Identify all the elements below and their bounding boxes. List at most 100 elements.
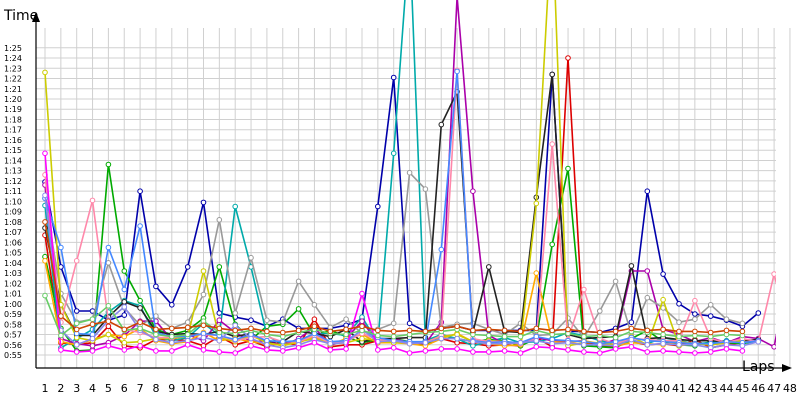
x-tick-label: 2 — [57, 382, 64, 395]
data-point — [406, 327, 413, 334]
x-tick-label: 17 — [292, 382, 306, 395]
y-tick-label: 1:15 — [4, 146, 22, 155]
y-tick-label: 0:58 — [4, 320, 22, 329]
data-point — [692, 350, 698, 356]
data-point — [660, 340, 666, 347]
y-tick-label: 1:12 — [4, 177, 22, 186]
data-point — [517, 350, 524, 356]
data-point — [343, 316, 349, 323]
x-tick-label: 5 — [105, 382, 112, 395]
data-point — [200, 268, 207, 274]
y-tick-label: 1:19 — [4, 105, 22, 114]
y-tick-label: 1:13 — [4, 167, 22, 176]
data-point — [169, 302, 175, 308]
data-point — [422, 328, 429, 335]
data-point — [295, 327, 302, 334]
data-point — [169, 333, 175, 340]
x-tick-label: 26 — [434, 382, 448, 395]
data-point — [438, 346, 445, 352]
x-tick-label: 21 — [355, 382, 369, 395]
data-point — [644, 327, 651, 334]
data-point — [676, 319, 682, 326]
data-point — [280, 329, 286, 336]
y-tick-label: 0:55 — [4, 351, 22, 360]
data-point — [200, 334, 207, 341]
x-tick-label: 39 — [640, 382, 654, 395]
series-line — [44, 70, 759, 345]
x-tick-label: 29 — [482, 382, 496, 395]
data-point — [121, 312, 128, 318]
data-point — [549, 141, 556, 147]
data-point — [597, 342, 603, 348]
data-point — [676, 333, 682, 340]
data-point — [42, 192, 48, 199]
data-point — [105, 331, 112, 338]
data-point — [375, 203, 381, 210]
data-point — [533, 325, 540, 332]
data-point — [137, 319, 143, 326]
data-point — [517, 328, 524, 335]
data-point — [105, 260, 112, 266]
series-13 — [42, 150, 746, 356]
y-tick-label: 1:05 — [4, 249, 22, 258]
data-point — [470, 188, 476, 194]
x-tick-label: 14 — [244, 382, 258, 395]
data-point — [248, 325, 254, 332]
data-point — [58, 264, 64, 270]
y-tick-label: 1:20 — [4, 95, 22, 104]
series-line — [44, 73, 759, 343]
data-point — [644, 342, 651, 348]
data-point — [628, 344, 635, 350]
data-point — [707, 313, 714, 319]
x-tick-label: 4 — [89, 382, 96, 395]
data-point — [73, 342, 80, 348]
data-point — [121, 339, 128, 346]
data-point — [153, 326, 159, 333]
data-point — [549, 345, 556, 351]
y-tick-label: 1:14 — [4, 156, 22, 165]
y-tick-label: 0:57 — [4, 331, 22, 340]
data-point — [533, 270, 540, 276]
data-point — [723, 327, 730, 334]
y-tick-label: 1:08 — [4, 218, 22, 227]
data-point — [121, 347, 128, 353]
data-point — [692, 328, 698, 335]
data-point — [501, 348, 508, 354]
data-point — [533, 337, 540, 344]
x-tick-label: 34 — [561, 382, 575, 395]
data-point — [454, 68, 460, 75]
x-tick-label: 37 — [609, 382, 623, 395]
data-point — [375, 347, 381, 353]
data-point — [89, 197, 96, 204]
data-point — [105, 343, 112, 349]
data-point — [501, 333, 508, 340]
data-point — [739, 320, 746, 327]
data-point — [359, 290, 365, 297]
data-point — [58, 313, 64, 319]
x-tick-label: 35 — [577, 382, 591, 395]
data-point — [565, 165, 571, 172]
y-tick-label: 1:01 — [4, 290, 22, 299]
data-point — [121, 268, 128, 274]
data-point — [676, 301, 682, 307]
data-point — [58, 244, 64, 251]
y-tick-label: 1:10 — [4, 197, 22, 206]
data-point — [42, 219, 48, 225]
data-point — [406, 169, 413, 176]
x-tick-label: 13 — [228, 382, 242, 395]
data-point — [216, 349, 223, 355]
data-point — [692, 311, 698, 317]
data-point — [755, 310, 762, 316]
data-point — [343, 326, 349, 333]
data-point — [184, 319, 191, 326]
x-tick-label: 38 — [624, 382, 638, 395]
data-point — [311, 316, 318, 323]
data-point — [73, 326, 80, 333]
data-point — [121, 286, 128, 293]
data-point — [454, 346, 460, 352]
data-point — [216, 317, 223, 324]
data-point — [581, 349, 587, 355]
data-point — [422, 348, 429, 354]
data-point — [359, 323, 365, 330]
data-point — [327, 328, 334, 335]
